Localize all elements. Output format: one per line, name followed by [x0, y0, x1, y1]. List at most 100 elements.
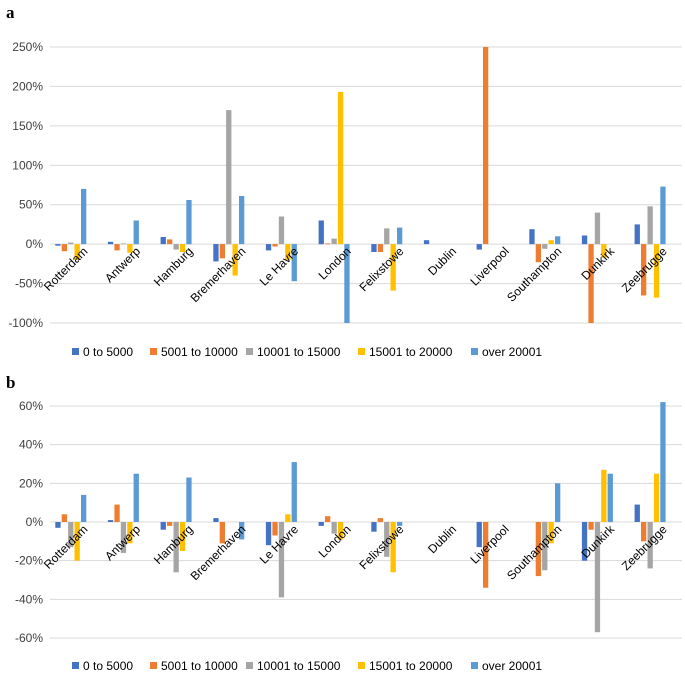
legend-swatch — [72, 348, 79, 355]
bar — [476, 522, 482, 548]
category-label: Liverpool — [467, 244, 511, 288]
category-label: Bremerhaven — [188, 522, 249, 583]
legend-swatch — [246, 662, 253, 669]
bar — [278, 216, 285, 245]
bar — [423, 240, 430, 245]
bar — [179, 522, 186, 551]
bar — [594, 522, 601, 633]
bar — [641, 244, 647, 296]
bar — [68, 242, 74, 245]
bar — [542, 244, 548, 249]
y-tick-label: 200% — [12, 79, 43, 93]
legend-swatch — [150, 662, 157, 669]
bar — [179, 244, 186, 252]
bar — [114, 244, 120, 251]
bar — [213, 244, 219, 262]
bar — [291, 462, 297, 522]
y-tick-label: -100% — [8, 316, 43, 330]
bar — [68, 522, 74, 548]
y-tick-label: 60% — [19, 399, 43, 413]
legend-swatch — [358, 348, 365, 355]
bar — [213, 518, 219, 522]
bar — [133, 220, 139, 245]
panel-label: a — [6, 3, 15, 22]
bar — [219, 244, 225, 259]
panel-a: a -100% -50% 0% 50% 100% 150% 200% 250% Rotterda… — [6, 3, 682, 359]
bar — [114, 504, 120, 522]
bar — [660, 186, 666, 245]
legend-label: 0 to 5000 — [83, 659, 133, 673]
category-label: Dublin — [425, 522, 459, 556]
bar — [265, 522, 272, 546]
category-label: Hamburg — [151, 244, 196, 289]
bar — [535, 244, 541, 263]
bar — [601, 244, 607, 258]
y-tick-label: -50% — [15, 277, 43, 291]
bar — [173, 522, 179, 573]
bar — [167, 522, 173, 526]
bar — [127, 244, 133, 253]
legend-swatch — [358, 662, 365, 669]
bar — [371, 522, 377, 532]
bar — [239, 522, 245, 540]
bar — [390, 522, 396, 573]
bar — [483, 522, 489, 588]
bar — [318, 220, 324, 245]
bar — [337, 91, 344, 245]
bar — [160, 237, 166, 245]
bar — [120, 243, 127, 245]
y-tick-label: 0% — [26, 237, 44, 251]
bar — [186, 477, 192, 522]
category-label: Rotterdam — [41, 244, 91, 294]
category-label: Liverpool — [467, 522, 511, 566]
bar — [397, 522, 403, 526]
bar — [325, 516, 331, 522]
category-label: Antwerp — [102, 244, 143, 285]
bar — [594, 212, 601, 245]
category-label: Dunkirk — [578, 244, 617, 283]
bar — [81, 494, 87, 522]
category-label: Rotterdam — [41, 522, 91, 572]
bar — [74, 522, 80, 561]
y-tick-label: 20% — [19, 476, 43, 490]
bar — [581, 522, 588, 561]
bar — [74, 244, 80, 260]
bar — [535, 522, 541, 577]
bar — [548, 240, 554, 245]
bar — [371, 244, 377, 252]
y-tick-label: -60% — [15, 631, 43, 645]
bar — [384, 228, 390, 245]
bar — [107, 241, 114, 245]
bar — [55, 522, 61, 528]
panel-b: b -60%-40%-20%0%20%40%60%Rotterdam Antwer… — [6, 373, 682, 673]
bar — [186, 200, 192, 245]
bar — [555, 236, 561, 245]
bar — [653, 244, 660, 298]
bar — [107, 520, 114, 522]
bar — [653, 473, 660, 522]
bar — [647, 206, 653, 245]
bar — [581, 235, 588, 245]
legend-swatch — [471, 348, 478, 355]
legend-swatch — [150, 348, 157, 355]
bar — [601, 469, 607, 522]
y-tick-label: 150% — [12, 119, 43, 133]
bar — [641, 522, 647, 542]
legend-label: 0 to 5000 — [83, 345, 133, 359]
y-tick-label: -40% — [15, 592, 43, 606]
bar — [285, 244, 291, 260]
bar — [133, 473, 139, 522]
bar — [331, 238, 337, 245]
legend-label: over 20001 — [482, 659, 542, 673]
bar — [291, 244, 297, 282]
legend-label: 5001 to 10000 — [161, 659, 238, 673]
bar — [397, 227, 403, 245]
panel-label: b — [6, 373, 15, 392]
bar — [483, 47, 489, 245]
legend-label: 10001 to 15000 — [257, 345, 341, 359]
bar — [555, 483, 561, 522]
bar — [173, 244, 179, 250]
legend-label: 15001 to 20000 — [369, 345, 453, 359]
bar — [272, 244, 278, 247]
